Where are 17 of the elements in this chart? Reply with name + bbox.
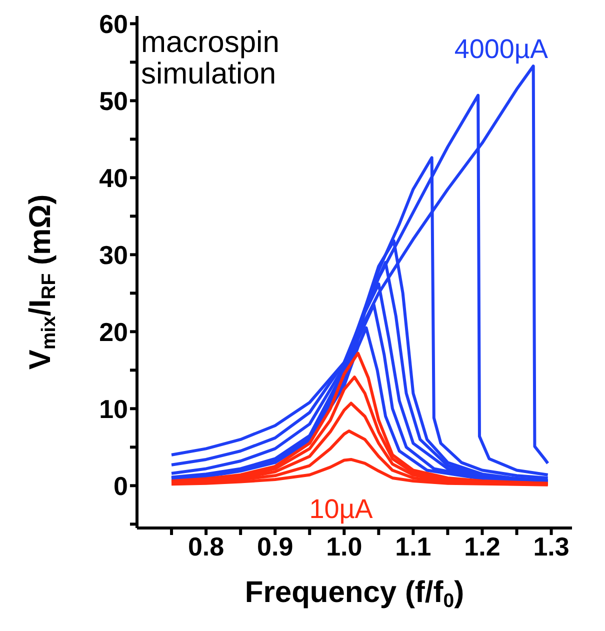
annotation: macrospin simulation (141, 26, 280, 90)
y-tick-label: 0 (114, 470, 128, 501)
y-tick-label: 10 (99, 394, 128, 424)
x-tick-label: 0.8 (188, 531, 224, 562)
y-tick-label: 20 (99, 316, 128, 347)
y-tick-label: 60 (99, 8, 128, 39)
annotation: 10µA (309, 494, 373, 524)
x-tick-label: 1.2 (464, 531, 500, 562)
x-tick-label: 0.9 (257, 531, 294, 562)
y-tick-label: 30 (99, 240, 128, 270)
y-tick-label: 40 (99, 162, 128, 193)
annotation: 4000µA (454, 34, 548, 64)
x-tick-label: 1.0 (326, 531, 362, 562)
x-axis-title: Frequency (f/f$_{0}$) (244, 576, 464, 612)
x-tick-label: 1.3 (533, 531, 570, 562)
x-tick-label: 1.1 (395, 531, 432, 562)
y-tick-label: 50 (99, 86, 128, 116)
